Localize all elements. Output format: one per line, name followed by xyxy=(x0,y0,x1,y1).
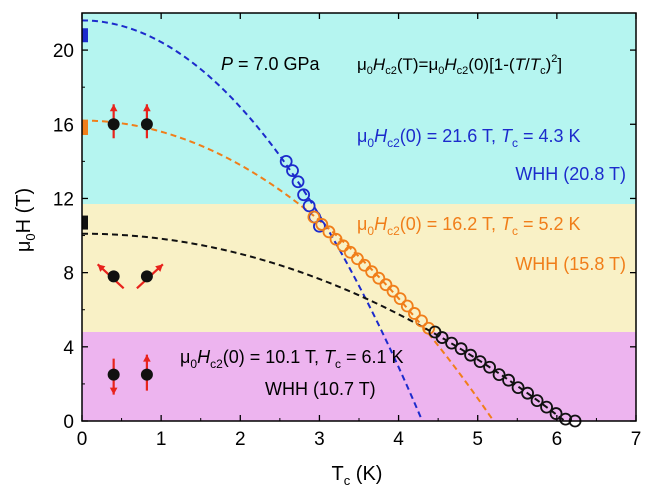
black-fit-curve xyxy=(81,232,566,422)
spin-antiparallel-icon xyxy=(107,354,153,395)
spin-arrow-head xyxy=(109,104,118,112)
black-data-point xyxy=(445,336,458,350)
y-axis-label: μ0H (T) xyxy=(13,188,38,252)
whh-markers xyxy=(82,28,88,230)
fit-curves xyxy=(81,19,566,422)
x-tick-label: 4 xyxy=(393,429,404,450)
y-tick-label: 16 xyxy=(53,115,74,136)
blue-data-point xyxy=(297,188,311,202)
black-data-point xyxy=(492,368,506,382)
spin-dot xyxy=(107,270,120,283)
formula-annotation: μ0Hc2(T)=μ0Hc2(0)[1-(T/Tc)2] xyxy=(357,53,562,77)
spin-dot xyxy=(107,118,120,131)
blue-data-point xyxy=(313,219,326,233)
black-data-point xyxy=(502,373,515,387)
black-data-point xyxy=(483,360,496,374)
spin-arrow-head xyxy=(97,264,106,272)
orange-data-point xyxy=(372,271,386,285)
orange-data-point xyxy=(386,284,400,298)
blue-whh-label: WHH (20.8 T) xyxy=(515,164,626,184)
blue-whh-marker xyxy=(82,28,88,43)
orange-data-point xyxy=(365,265,379,279)
black-data-point xyxy=(511,381,525,395)
black-data-point xyxy=(473,355,487,369)
x-tick-label: 6 xyxy=(552,429,563,450)
black-data-point xyxy=(559,412,572,426)
orange-data-point xyxy=(322,225,336,239)
y-tick-label: 0 xyxy=(63,412,74,433)
x-tick-label: 5 xyxy=(472,429,483,450)
black-data-point xyxy=(530,394,544,408)
blue-data-point xyxy=(291,175,305,189)
blue-data-point xyxy=(279,154,293,168)
pressure-annotation: P = 7.0 GPa xyxy=(221,54,321,74)
cyan-region xyxy=(82,13,636,205)
orange-data-point xyxy=(315,218,329,231)
x-axis-label: Tc (K) xyxy=(332,463,383,488)
blue-data-point xyxy=(286,164,299,178)
black-data-point xyxy=(521,386,534,400)
spin-canted-icon xyxy=(96,263,164,290)
spin-arrow-head xyxy=(109,387,118,395)
blue-data-point xyxy=(302,199,316,213)
orange-data-point xyxy=(336,239,350,253)
orange-data-point xyxy=(329,232,343,246)
orange-data-point xyxy=(400,299,414,313)
orange-data-point xyxy=(358,258,371,272)
orange-data-point xyxy=(407,307,421,320)
orange-data-point xyxy=(393,292,407,306)
data-points xyxy=(279,154,582,428)
x-tick-label: 1 xyxy=(156,429,167,450)
black-whh-marker xyxy=(82,215,88,230)
y-tick-label: 12 xyxy=(53,189,74,210)
x-tick-label: 3 xyxy=(314,429,325,450)
orange-whh-label: WHH (15.8 T) xyxy=(515,254,626,274)
black-fit-params: μ0Hc2(0) = 10.1 T, Tc = 6.1 K xyxy=(180,347,404,371)
plot-frame xyxy=(81,12,637,422)
orange-data-point xyxy=(379,278,393,292)
spin-aligned-icon xyxy=(107,104,153,139)
y-tick-label: 20 xyxy=(53,41,74,62)
orange-whh-marker xyxy=(82,120,88,135)
black-whh-label: WHH (10.7 T) xyxy=(265,379,376,399)
orange-data-point xyxy=(351,252,364,266)
black-data-point xyxy=(435,331,449,344)
spin-dot xyxy=(140,368,153,381)
spin-dot xyxy=(140,118,153,131)
black-data-point xyxy=(454,342,468,356)
spin-arrow-head xyxy=(155,264,163,272)
orange-data-point xyxy=(343,245,357,259)
orange-data-point xyxy=(422,321,436,335)
spin-dot xyxy=(140,270,153,283)
black-data-point xyxy=(549,407,563,420)
orange-fit-params: μ0Hc2(0) = 16.2 T, Tc = 5.2 K xyxy=(357,214,581,238)
spin-dot xyxy=(107,368,120,381)
spin-icons xyxy=(96,104,164,395)
blue-fit-params: μ0Hc2(0) = 21.6 T, Tc = 4.3 K xyxy=(357,126,581,150)
x-tick-label: 0 xyxy=(77,429,88,450)
orange-data-point xyxy=(307,210,321,224)
black-data-point xyxy=(540,400,553,414)
x-tick-label: 2 xyxy=(235,429,246,450)
y-tick-label: 8 xyxy=(63,264,74,285)
spin-arrow-head xyxy=(143,354,151,362)
y-tick-label: 4 xyxy=(63,338,74,359)
black-data-point xyxy=(464,348,477,362)
x-tick-label: 7 xyxy=(631,429,642,450)
orange-data-point xyxy=(415,314,428,328)
spin-arrow-head xyxy=(143,104,151,112)
